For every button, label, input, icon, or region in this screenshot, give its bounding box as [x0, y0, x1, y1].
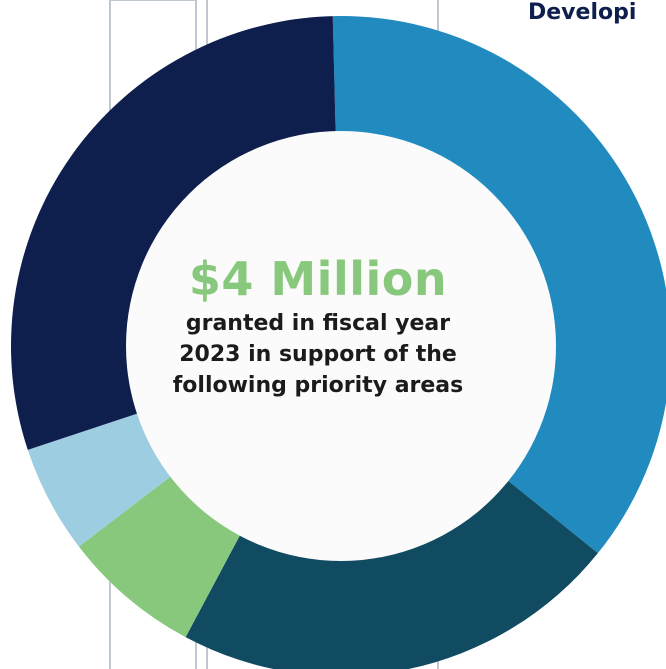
donut-slice-5: [10, 16, 336, 450]
donut-slice-2: [185, 480, 598, 669]
headline-subtitle: granted in fiscal year 2023 in support o…: [172, 311, 464, 398]
headline-amount: $4 Million: [188, 252, 448, 306]
center-text: $4 Million granted in fiscal year 2023 i…: [138, 252, 498, 401]
donut-slice-4: [27, 413, 172, 547]
donut-slice-3: [78, 476, 241, 638]
center-disc: [126, 131, 556, 561]
donut-slice-1: [332, 16, 666, 554]
donut-slices: [10, 16, 666, 669]
partial-heading: Developi: [528, 0, 637, 25]
